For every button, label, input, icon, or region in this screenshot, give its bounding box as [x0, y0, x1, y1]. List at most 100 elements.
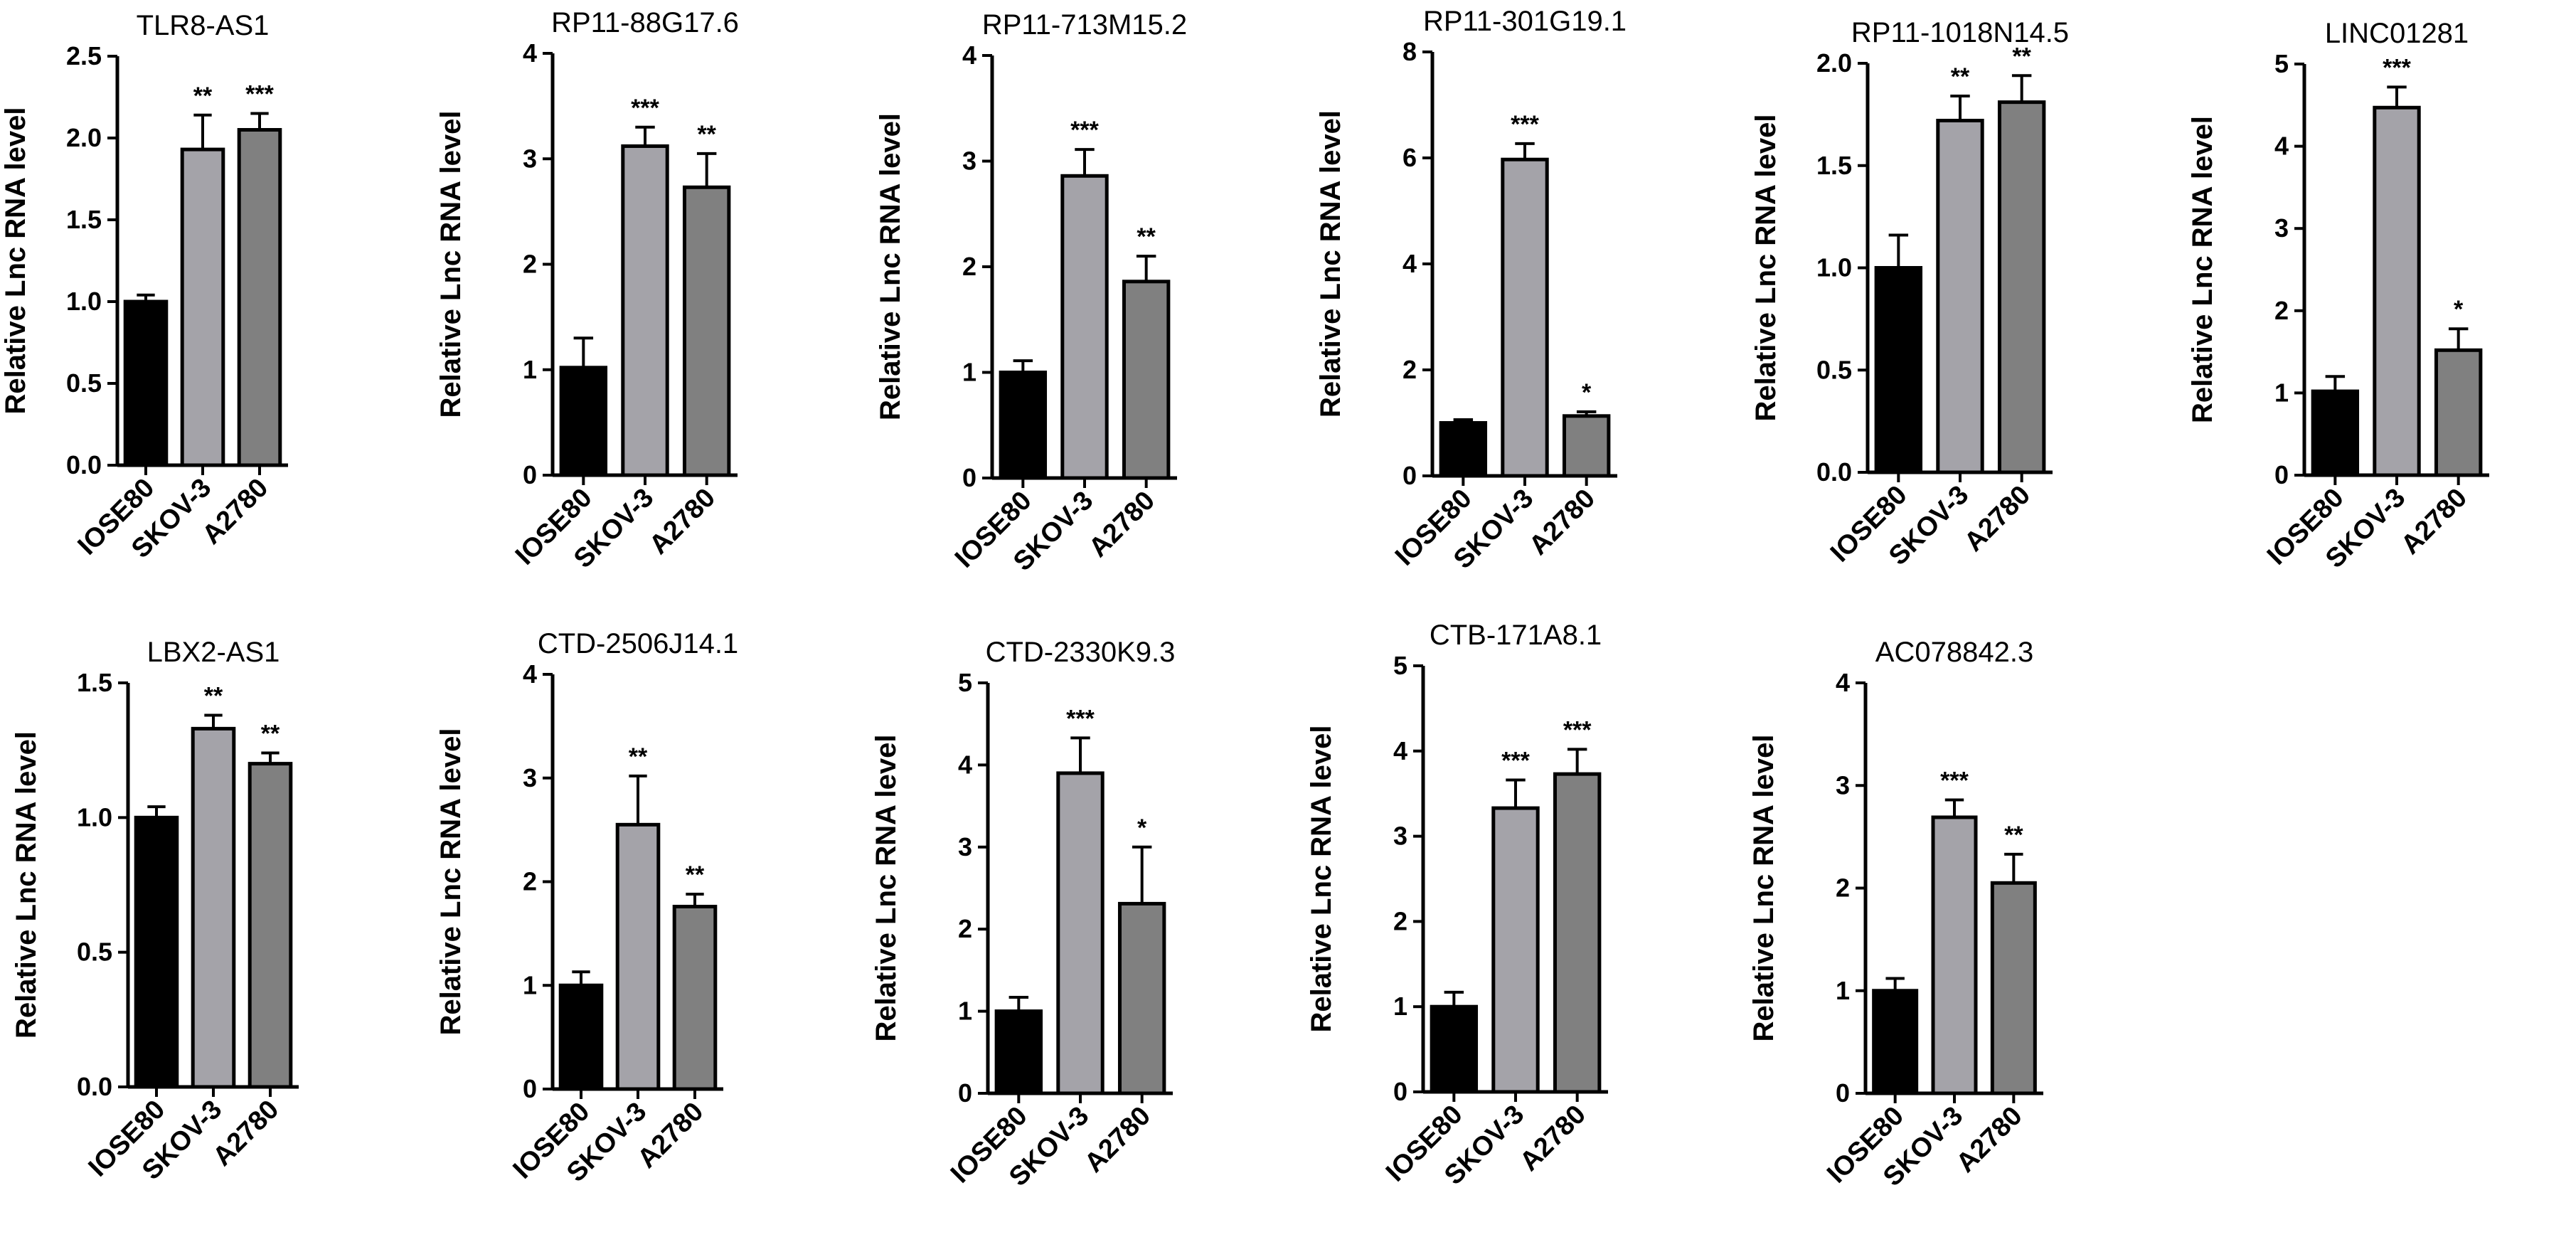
y-tick-label: 1.5	[1816, 151, 1852, 180]
significance-label: **	[204, 682, 223, 709]
chart-title: LBX2-AS1	[147, 637, 280, 668]
significance-label: *	[1582, 379, 1592, 406]
x-tick-label: A2780	[2395, 483, 2473, 561]
y-tick-label: 8	[1403, 37, 1417, 66]
y-tick-label: 3	[958, 832, 972, 861]
y-tick-label: 0.0	[66, 450, 102, 479]
y-tick-label: 2	[523, 867, 537, 896]
y-tick-label: 0	[523, 460, 537, 489]
y-tick-label: 0	[1393, 1077, 1407, 1106]
chart-panel: CTD-2330K9.3 Relative Lnc RNA level 0 1 2 3 4 5…	[871, 637, 1175, 1192]
significance-label: ***	[1070, 117, 1099, 144]
chart-panel: RP11-301G19.1 Relative Lnc RNA level 0 2 4 6 8…	[1315, 6, 1627, 575]
y-tick-label: 3	[1393, 822, 1407, 851]
y-axis-label: Relative Lnc RNA level	[1306, 725, 1337, 1032]
y-tick-label: 0.5	[77, 938, 112, 967]
y-tick-label: 4	[523, 659, 537, 689]
chart-panel: LBX2-AS1 Relative Lnc RNA level 0.0 0.5 1.0 1…	[11, 637, 299, 1186]
bar-a2780	[1122, 280, 1171, 480]
chart-title: RP11-1018N14.5	[1851, 17, 2069, 48]
bar-skov-3	[191, 726, 236, 1089]
y-tick-label: 1	[1393, 992, 1407, 1021]
bar-skov-3	[1501, 157, 1549, 478]
significance-label: **	[629, 743, 648, 770]
y-tick-label: 6	[1403, 143, 1417, 172]
bar-a2780	[682, 185, 731, 477]
y-tick-label: 4	[2274, 132, 2289, 161]
chart-panel: RP11-713M15.2 Relative Lnc RNA level 0 1 2 3 4…	[875, 9, 1187, 577]
bar-skov-3	[2373, 105, 2421, 477]
bar-skov-3	[1056, 771, 1105, 1095]
y-tick-label: 0	[523, 1074, 537, 1103]
significance-label: ***	[1501, 748, 1530, 775]
x-tick-label: A2780	[207, 1095, 284, 1172]
chart-title: CTB-171A8.1	[1430, 620, 1602, 651]
x-tick-label: A2780	[1523, 484, 1601, 561]
y-tick-label: 3	[962, 147, 976, 176]
x-tick-label: A2780	[632, 1097, 709, 1174]
x-tick-label: A2780	[1951, 1101, 2028, 1179]
y-tick-label: 4	[1836, 668, 1850, 697]
x-tick-label: A2780	[1083, 486, 1161, 563]
x-tick-label: A2780	[1514, 1100, 1592, 1177]
y-tick-label: 2	[958, 914, 972, 943]
y-tick-label: 1	[1836, 976, 1850, 1005]
y-tick-label: 4	[1393, 736, 1407, 765]
x-tick-label: A2780	[1959, 480, 2036, 558]
chart-title: RP11-301G19.1	[1423, 6, 1627, 37]
y-tick-label: 2.5	[66, 41, 102, 70]
y-axis-label: Relative Lnc RNA level	[2187, 116, 2218, 423]
y-tick-label: 5	[2274, 49, 2289, 78]
y-tick-label: 1.0	[1816, 253, 1852, 282]
y-tick-label: 2	[1393, 906, 1407, 935]
significance-label: **	[697, 121, 716, 148]
bar-iose80	[999, 371, 1048, 480]
y-tick-label: 0	[1403, 461, 1417, 490]
chart-title: LINC01281	[2325, 18, 2469, 49]
chart-title: CTD-2330K9.3	[986, 637, 1176, 668]
bar-a2780	[1553, 772, 1602, 1094]
y-tick-label: 2.0	[66, 123, 102, 152]
bar-iose80	[2311, 389, 2360, 477]
chart-title: RP11-713M15.2	[982, 9, 1187, 41]
y-tick-label: 0	[2274, 460, 2289, 489]
bar-a2780	[1117, 901, 1166, 1095]
y-tick-label: 2	[2274, 296, 2289, 325]
bar-a2780	[1562, 414, 1611, 478]
bar-a2780	[1990, 881, 2037, 1095]
bar-a2780	[237, 128, 282, 467]
chart-panel: CTD-2506J14.1 Relative Lnc RNA level 0 1 2 3 4…	[435, 628, 738, 1188]
significance-label: ***	[1563, 716, 1592, 743]
y-axis-label: Relative Lnc RNA level	[1315, 110, 1346, 418]
bar-skov-3	[615, 822, 661, 1091]
y-axis-label: Relative Lnc RNA level	[0, 107, 31, 414]
bar-iose80	[1439, 421, 1488, 478]
significance-label: **	[261, 720, 280, 747]
significance-label: *	[2454, 296, 2464, 323]
significance-label: **	[2004, 822, 2023, 849]
significance-label: **	[193, 83, 213, 110]
y-tick-label: 3	[1836, 770, 1850, 800]
y-tick-label: 4	[962, 41, 976, 70]
y-tick-label: 5	[958, 668, 972, 697]
y-tick-label: 1	[958, 997, 972, 1026]
y-axis-label: Relative Lnc RNA level	[435, 728, 467, 1035]
y-axis-label: Relative Lnc RNA level	[875, 113, 906, 420]
chart-title: AC078842.3	[1875, 637, 2033, 668]
y-tick-label: 1	[2274, 378, 2289, 407]
x-tick-label: A2780	[196, 473, 274, 551]
bar-skov-3	[180, 147, 225, 467]
bar-iose80	[1430, 1004, 1479, 1094]
bar-iose80	[1872, 989, 1919, 1095]
y-tick-label: 1	[523, 970, 537, 999]
y-axis-label: Relative Lnc RNA level	[871, 734, 902, 1041]
y-tick-label: 1.0	[66, 287, 102, 316]
significance-label: **	[1137, 223, 1156, 250]
y-tick-label: 3	[523, 144, 537, 173]
chart-panel: RP11-1018N14.5 Relative Lnc RNA level 0.0 0…	[1750, 17, 2069, 571]
significance-label: **	[1951, 63, 1970, 90]
bar-a2780	[1997, 100, 2046, 474]
y-tick-label: 3	[523, 763, 537, 792]
significance-label: ***	[2383, 54, 2411, 81]
